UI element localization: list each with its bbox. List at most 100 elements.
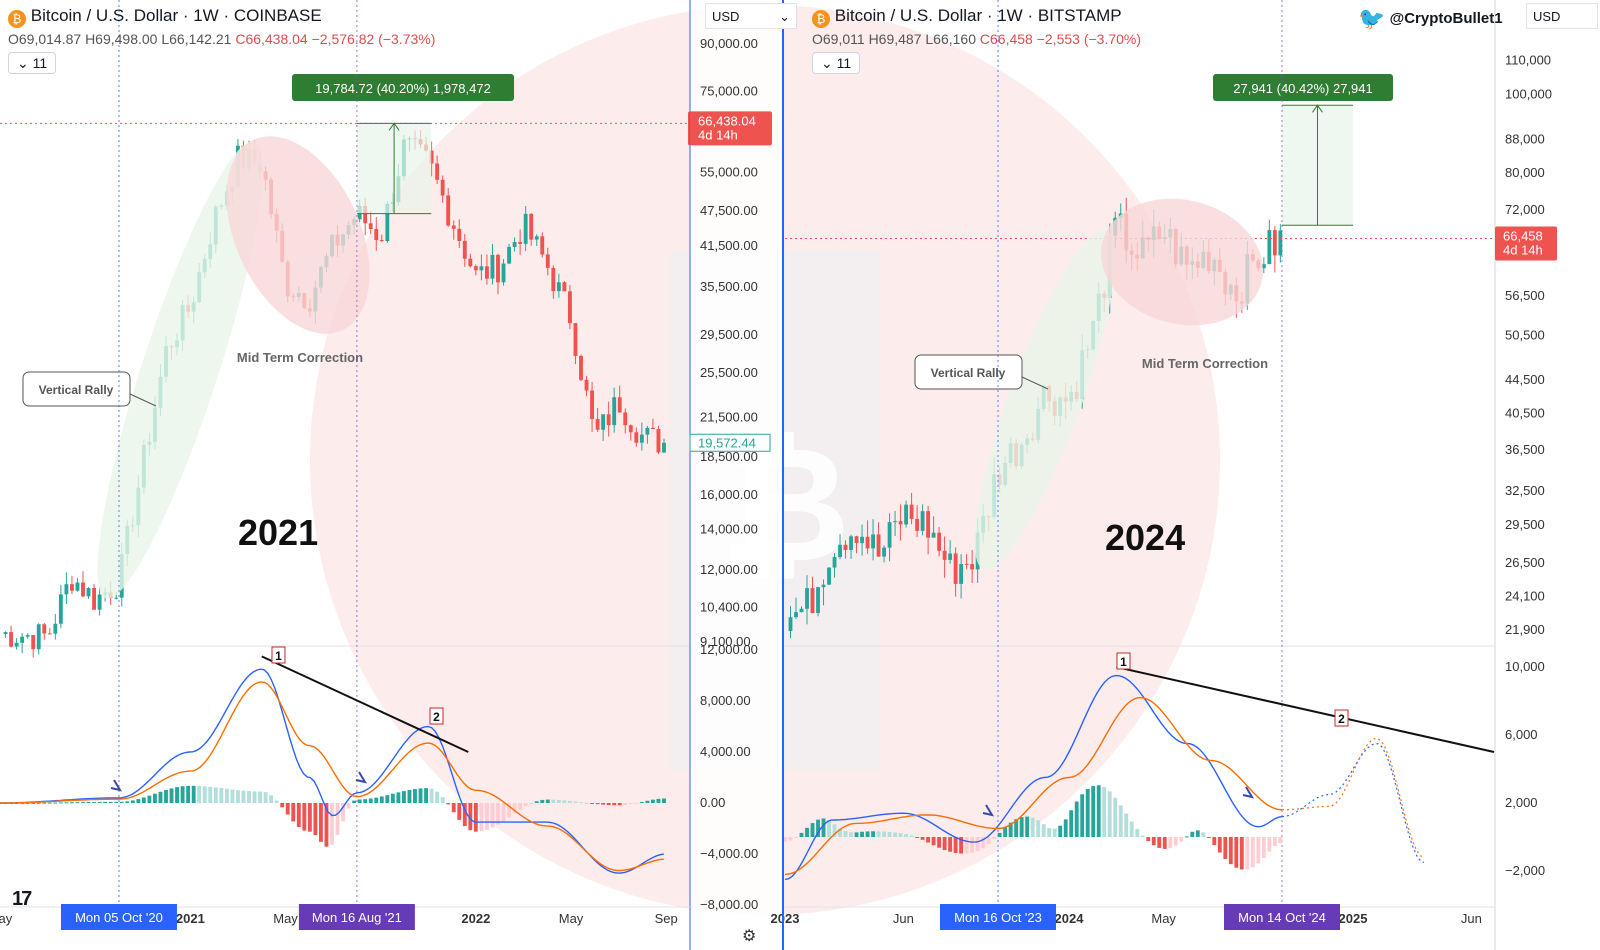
left-ohlc-close: C66,438.04	[235, 31, 308, 47]
measure-label: 19,784.72 (40.20%) 1,978,472	[315, 81, 491, 96]
histogram-bar	[147, 795, 152, 803]
candle-body	[799, 608, 804, 613]
histogram-bar	[854, 832, 859, 837]
date-tag-label: Mon 16 Aug '21	[312, 910, 402, 925]
histogram-bar	[208, 786, 213, 803]
current-price-countdown: 4d 14h	[698, 127, 738, 142]
candle-body	[601, 414, 606, 430]
histogram-bar	[1184, 836, 1189, 838]
histogram-bar	[981, 837, 986, 849]
time-tick-label: 2024	[1055, 911, 1085, 926]
left-currency-select[interactable]: USD ⌄	[705, 3, 797, 29]
histogram-bar	[235, 790, 240, 803]
candle-body	[490, 254, 495, 279]
candle-body	[893, 521, 898, 523]
candle-body	[948, 553, 953, 560]
candle-body	[507, 246, 511, 264]
vertical-rally-label: Vertical Rally	[39, 383, 114, 397]
macd-tick-label: 2,000	[1505, 795, 1538, 810]
macd-tick-label: 8,000.00	[700, 693, 751, 708]
candle-body	[25, 635, 30, 637]
candle-body	[595, 419, 600, 430]
histogram-bar	[451, 803, 456, 813]
candle-body	[429, 150, 434, 164]
mid-term-correction-highlight	[226, 136, 370, 334]
histogram-bar	[108, 801, 113, 803]
histogram-bar	[1058, 825, 1063, 837]
crossover-arrow-icon	[982, 804, 995, 817]
left-symbol-title: Bitcoin / U.S. Dollar · 1W · COINBASE	[30, 6, 322, 25]
vertical-rally-callout	[22, 371, 131, 407]
mid-term-correction-highlight	[1101, 198, 1263, 326]
histogram-bar	[385, 795, 390, 803]
crossover-arrow-icon	[110, 779, 123, 792]
price-tick-label: 100,000	[1505, 86, 1552, 101]
candle-body	[942, 550, 947, 560]
candle-body	[446, 195, 451, 226]
histogram-bar	[612, 803, 617, 806]
candle-body	[75, 582, 80, 591]
right-symbol-title: Bitcoin / U.S. Dollar · 1W · BITSTAMP	[834, 6, 1122, 25]
candle-body	[435, 163, 440, 180]
histogram-bar	[473, 803, 478, 832]
time-tick-label: Jun	[893, 911, 914, 926]
histogram-bar	[97, 801, 102, 803]
candle-body	[14, 642, 19, 647]
right-ohlc-low: L66,160	[925, 31, 976, 47]
macd-histogram	[783, 785, 1283, 870]
bitcoin-icon: ₿	[8, 10, 26, 28]
right-currency-select[interactable]: USD	[1526, 3, 1598, 29]
histogram-bar	[440, 797, 445, 803]
histogram-bar	[595, 803, 600, 805]
candle-body	[584, 379, 589, 391]
candle-body	[617, 397, 622, 413]
histogram-bar	[1239, 837, 1244, 870]
histogram-bar	[1030, 817, 1035, 837]
histogram-bar	[1036, 820, 1041, 837]
histogram-bar	[357, 799, 362, 803]
price-tick-label: 9,100.00	[700, 634, 751, 649]
settings-gear-icon[interactable]: ⚙	[742, 928, 757, 945]
candle-body	[69, 584, 74, 591]
histogram-bar	[590, 803, 594, 804]
histogram-bar	[876, 831, 881, 837]
histogram-bar	[119, 801, 124, 803]
left-symbol-header: ₿ Bitcoin / U.S. Dollar · 1W · COINBASE	[8, 6, 322, 28]
histogram-bar	[1228, 837, 1233, 865]
left-indicators-toggle[interactable]: ⌄ 11	[8, 52, 57, 74]
time-tick-label: 2022	[461, 911, 490, 926]
candle-body	[937, 532, 942, 551]
histogram-bar	[164, 789, 168, 803]
histogram-bar	[816, 819, 820, 837]
histogram-bar	[324, 803, 329, 847]
histogram-bar	[562, 800, 567, 803]
histogram-bar	[169, 788, 174, 803]
twitter-handle[interactable]: 🐦 @CryptoBullet1	[1358, 6, 1503, 32]
candle-body	[81, 582, 85, 597]
time-tick-label: 2025	[1339, 911, 1368, 926]
histogram-bar	[213, 787, 218, 803]
candle-body	[451, 225, 456, 229]
histogram-bar	[42, 802, 47, 804]
histogram-bar	[1129, 821, 1134, 837]
year-label: 2024	[1105, 517, 1185, 558]
current-price-countdown: 4d 14h	[1503, 243, 1543, 258]
candle-body	[926, 511, 931, 538]
histogram-bar	[457, 803, 462, 820]
candle-body	[931, 532, 936, 538]
histogram-bar	[114, 801, 119, 803]
histogram-bar	[202, 786, 207, 803]
macd-tick-label: 6,000	[1505, 727, 1538, 742]
right-indicators-toggle[interactable]: ⌄ 11	[812, 52, 861, 74]
time-tick-label: May	[559, 911, 584, 926]
date-tag-label: Mon 14 Oct '24	[1238, 910, 1326, 925]
candle-body	[457, 228, 462, 241]
histogram-bar	[64, 802, 69, 804]
price-tick-label: 55,000.00	[700, 165, 758, 180]
candle-body	[1267, 230, 1272, 265]
histogram-bar	[1069, 810, 1074, 837]
histogram-bar	[662, 798, 666, 803]
price-tick-label: 29,500.00	[700, 327, 758, 342]
candle-body	[909, 504, 914, 519]
histogram-bar	[601, 803, 606, 805]
